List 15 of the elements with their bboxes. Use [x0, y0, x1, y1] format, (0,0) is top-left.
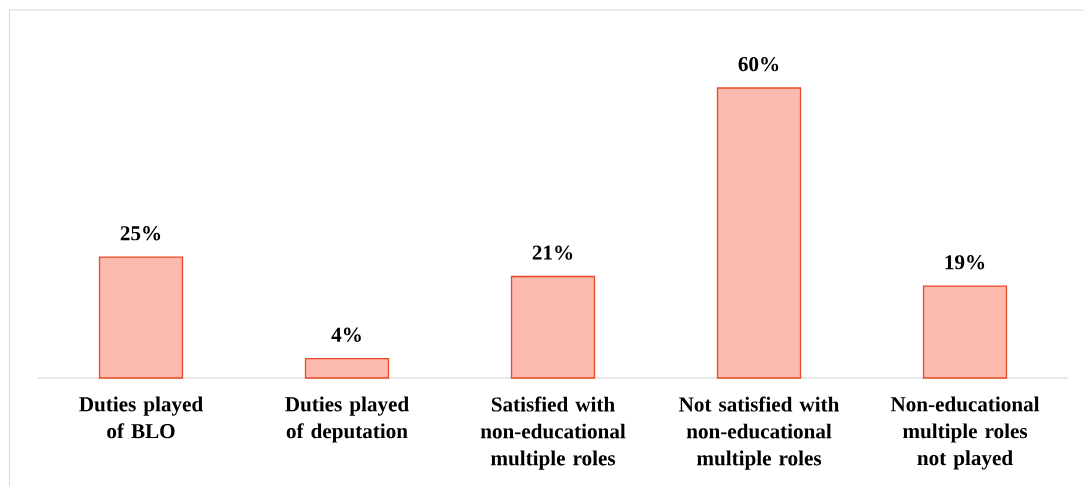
data-label: 19%: [945, 255, 985, 270]
bar: [304, 358, 390, 379]
data-label: 60%: [738, 56, 779, 72]
bar: [510, 275, 596, 379]
x-tick-label: Satisfied with non-educational multiple roles: [480, 396, 626, 470]
bar: [716, 87, 802, 379]
data-label: 4%: [331, 327, 361, 342]
x-tick-label: Non-educational multiple roles not played: [890, 396, 1040, 470]
x-tick-label: Not satisfied with non-educational multiple roles: [679, 396, 840, 470]
bar: [922, 285, 1008, 379]
bar: [98, 256, 184, 379]
x-tick-label: Duties played of deputation: [285, 396, 409, 443]
data-label: 25%: [120, 226, 161, 241]
data-label: 21%: [532, 245, 573, 260]
x-tick-label: Duties played of BLO: [79, 396, 203, 439]
